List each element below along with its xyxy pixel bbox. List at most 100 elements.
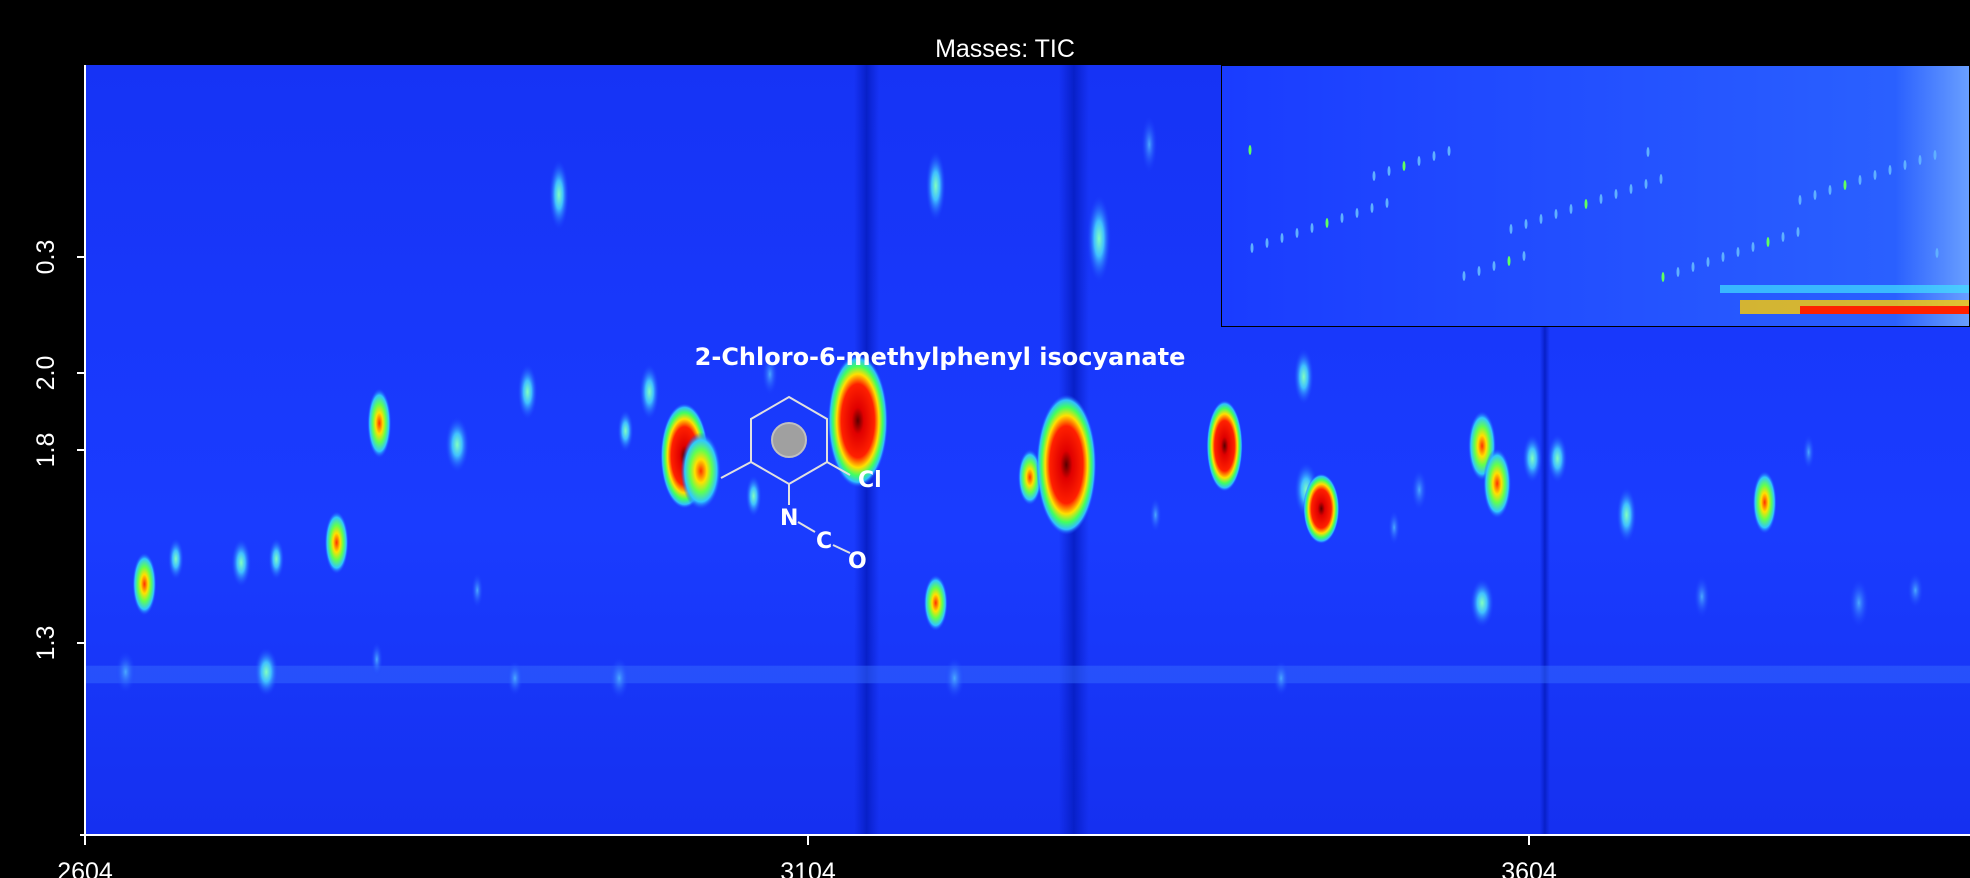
peak-annotation: 2-Chloro-6-methylphenyl isocyanate (695, 343, 1186, 371)
inset-band (1720, 285, 1970, 293)
inset-peak (1418, 156, 1421, 166)
peak (1753, 471, 1777, 534)
inset-peak (1388, 166, 1391, 176)
peak (445, 416, 469, 472)
inset-peak (1433, 151, 1436, 161)
inset-peak (1752, 242, 1755, 252)
inset-peak (1386, 198, 1389, 208)
x-tick-label: 3604 (1501, 858, 1557, 878)
peak (254, 647, 278, 696)
y-tick-label: 1.3 (32, 626, 60, 661)
inset-peak (1692, 262, 1695, 272)
inset-peak (1371, 203, 1374, 213)
peak (1207, 400, 1243, 491)
peak (1087, 195, 1111, 283)
peak (1141, 116, 1157, 172)
y-tick-label: 1.8 (32, 433, 60, 468)
peak (1036, 394, 1096, 535)
inset-peak (1555, 209, 1558, 219)
peak (681, 432, 721, 509)
inset-peak (1600, 194, 1603, 204)
inset-peak (1919, 155, 1922, 165)
inset-peak (1525, 219, 1528, 229)
inset-peak (1889, 165, 1892, 175)
y-ticks: 0.3 2.0 1.8 1.3 (32, 240, 85, 661)
peak (1803, 435, 1815, 470)
peak (926, 151, 946, 221)
page: Masses: TIC 2-Chloro-6-methylphenyl isoc… (0, 0, 1970, 878)
inset-peak (1373, 171, 1376, 181)
inset-peak (1662, 272, 1665, 282)
peak (1294, 349, 1314, 405)
peak (507, 661, 523, 696)
inset-peak (1478, 266, 1481, 276)
y-tick-label: 2.0 (32, 356, 60, 391)
x-tick-label: 3104 (780, 858, 836, 878)
inset-peak (1510, 224, 1513, 234)
peak (1483, 448, 1511, 518)
peak (1411, 469, 1427, 511)
inset-peak (1859, 175, 1862, 185)
peak (168, 538, 184, 580)
inset-peak (1737, 247, 1740, 257)
peak (1694, 575, 1710, 617)
baseline-band (85, 666, 1970, 684)
atom-label: C (816, 529, 832, 554)
peak (746, 475, 762, 517)
inset-peak (1799, 195, 1802, 205)
inset-peak (1508, 256, 1511, 266)
inset-peak (1296, 228, 1299, 238)
peak (1547, 434, 1567, 483)
inset-peak (1615, 189, 1618, 199)
inset-peak (1463, 271, 1466, 281)
peak (1303, 474, 1339, 544)
inset-peak (1934, 150, 1937, 160)
inset-peak (1585, 199, 1588, 209)
peak (116, 651, 136, 693)
inset-peak (1540, 214, 1543, 224)
inset-peak (1707, 257, 1710, 267)
inset-peak (1249, 145, 1252, 155)
inset-peak (1523, 251, 1526, 261)
y-tick-label: 0.3 (32, 240, 60, 275)
inset-peak (1936, 248, 1939, 258)
atom-label: Cl (858, 468, 882, 493)
peak (231, 538, 251, 587)
peak (639, 364, 659, 420)
inset-peak (1874, 170, 1877, 180)
atom-label: O (848, 549, 867, 574)
peak (924, 575, 948, 631)
inset-peak (1251, 243, 1254, 253)
chromatogram-window: Masses: TIC 2-Chloro-6-methylphenyl isoc… (0, 0, 1970, 878)
peak (549, 160, 569, 230)
peak (1149, 497, 1161, 532)
peak (1470, 578, 1494, 627)
inset-peak (1341, 213, 1344, 223)
inset-band (1800, 306, 1970, 314)
inset-peak (1782, 232, 1785, 242)
inset-peak (1570, 204, 1573, 214)
inset-peak (1660, 174, 1663, 184)
peak (471, 573, 483, 608)
peak (132, 552, 156, 615)
peak (367, 388, 391, 458)
inset-peak (1797, 227, 1800, 237)
peak (1849, 578, 1869, 627)
inset-peak (1677, 267, 1680, 277)
peak (1907, 573, 1923, 608)
peak (325, 511, 349, 574)
peak (1273, 661, 1289, 696)
inset-peak (1904, 160, 1907, 170)
inset-peak (1767, 237, 1770, 247)
inset-peak (1844, 180, 1847, 190)
peak (1522, 434, 1542, 483)
inset-peak (1403, 161, 1406, 171)
inset-peak (1647, 147, 1650, 157)
peak (517, 364, 537, 420)
inset-peak (1645, 179, 1648, 189)
inset-peak (1266, 238, 1269, 248)
inset-peak (1281, 233, 1284, 243)
peak (268, 538, 284, 580)
inset-peak (1448, 146, 1451, 156)
